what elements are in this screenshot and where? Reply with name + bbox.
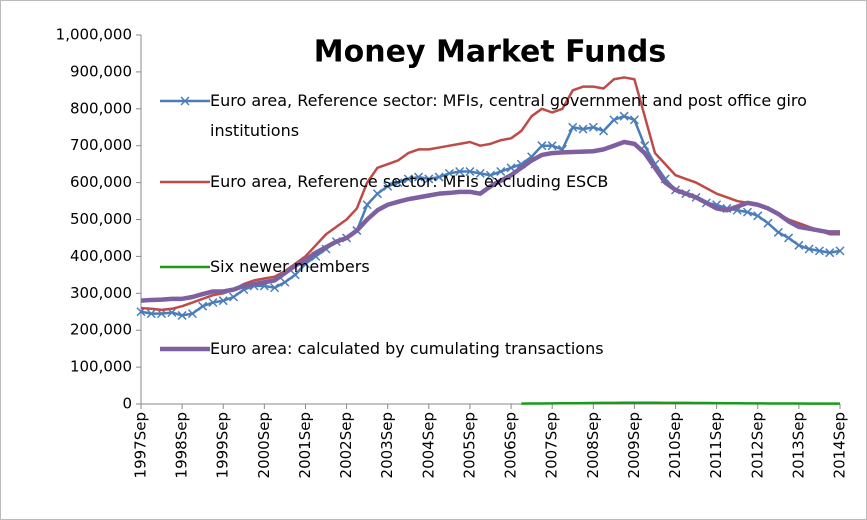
- legend-label: Euro area, Reference sector: MFIs exclud…: [210, 172, 609, 191]
- y-tick-label: 700,000: [70, 136, 132, 154]
- point-marker: [537, 141, 547, 151]
- x-tick-label: 1997Sep: [132, 412, 150, 478]
- y-tick-label: 800,000: [70, 99, 132, 117]
- point-marker: [383, 181, 393, 191]
- y-tick-label: 200,000: [70, 321, 132, 339]
- point-marker: [506, 163, 516, 173]
- series-line: [140, 139, 840, 303]
- legend-marker: [180, 96, 190, 106]
- point-marker: [763, 218, 773, 228]
- point-marker: [455, 166, 465, 177]
- legend-label: Euro area: calculated by cumulating tran…: [210, 339, 604, 358]
- point-marker: [753, 211, 763, 221]
- point-marker: [434, 172, 444, 182]
- y-tick-label: 600,000: [70, 173, 132, 191]
- legend-entry: Euro area: calculated by cumulating tran…: [210, 339, 604, 358]
- y-tick-label: 400,000: [70, 247, 132, 265]
- x-tick-label: 2004Sep: [419, 412, 437, 478]
- y-tick-label: 1,000,000: [56, 26, 132, 44]
- x-tick-label: 2009Sep: [625, 412, 643, 478]
- x-tick-label: 2008Sep: [584, 412, 602, 478]
- legend-entry: Six newer members: [210, 257, 370, 276]
- point-marker: [496, 166, 506, 177]
- x-tick-label: 2002Sep: [337, 412, 355, 478]
- point-marker: [393, 178, 403, 188]
- point-marker: [814, 246, 824, 256]
- point-marker: [362, 200, 372, 210]
- x-tick-label: 2012Sep: [748, 412, 766, 478]
- y-tick-label: 100,000: [70, 358, 132, 376]
- point-marker: [485, 170, 496, 180]
- y-tick-label: 500,000: [70, 210, 132, 228]
- point-marker: [198, 301, 208, 311]
- point-marker: [547, 141, 557, 151]
- point-marker: [804, 244, 814, 254]
- x-tick-label: 1999Sep: [214, 412, 232, 478]
- x-tick-label: 2010Sep: [666, 412, 684, 478]
- point-marker: [444, 168, 454, 178]
- y-tick-label: 300,000: [70, 284, 132, 302]
- x-tick-label: 2013Sep: [789, 412, 807, 478]
- point-marker: [146, 309, 156, 319]
- point-marker: [218, 296, 228, 306]
- x-tick-label: 2014Sep: [831, 412, 849, 478]
- y-tick-label: 0: [122, 395, 132, 413]
- y-tick-label: 900,000: [70, 62, 132, 80]
- point-marker: [825, 248, 835, 258]
- x-tick-label: 2011Sep: [707, 412, 725, 478]
- series-line: [140, 76, 840, 312]
- legend-entry: Euro area, Reference sector: MFIs exclud…: [210, 172, 609, 191]
- point-marker: [588, 122, 598, 132]
- point-marker: [599, 126, 609, 136]
- point-marker: [403, 174, 413, 184]
- point-marker: [228, 292, 239, 302]
- point-marker: [270, 283, 280, 293]
- x-tick-label: 2003Sep: [378, 412, 396, 478]
- point-marker: [784, 233, 794, 243]
- point-marker: [187, 309, 197, 319]
- point-marker: [619, 111, 629, 121]
- point-marker: [629, 115, 639, 125]
- legend-label: Euro area, Reference sector: MFIs, centr…: [210, 91, 807, 140]
- series-line: [521, 401, 840, 405]
- point-marker: [372, 189, 382, 199]
- point-marker: [475, 168, 485, 178]
- point-marker: [424, 174, 434, 184]
- point-marker: [177, 310, 187, 320]
- point-marker: [208, 297, 218, 308]
- point-marker: [773, 227, 783, 237]
- point-marker: [568, 122, 578, 132]
- point-marker: [578, 124, 588, 134]
- x-tick-label: 2000Sep: [255, 412, 273, 478]
- point-marker: [835, 246, 845, 256]
- point-marker: [742, 207, 753, 217]
- legend-label: Six newer members: [210, 257, 370, 276]
- point-marker: [280, 277, 290, 287]
- point-marker: [609, 115, 619, 125]
- x-tick-label: 1998Sep: [173, 412, 191, 478]
- point-marker: [290, 270, 300, 280]
- x-tick-label: 2007Sep: [543, 412, 561, 478]
- point-marker: [794, 240, 804, 250]
- x-tick-label: 2001Sep: [296, 412, 314, 478]
- point-marker: [157, 309, 167, 319]
- chart-title: Money Market Funds: [314, 35, 666, 70]
- point-marker: [465, 166, 475, 177]
- legend-entry: Euro area, Reference sector: MFIs, centr…: [210, 91, 807, 140]
- point-marker: [414, 172, 424, 182]
- x-tick-label: 2006Sep: [502, 412, 520, 478]
- x-tick-label: 2005Sep: [460, 412, 478, 478]
